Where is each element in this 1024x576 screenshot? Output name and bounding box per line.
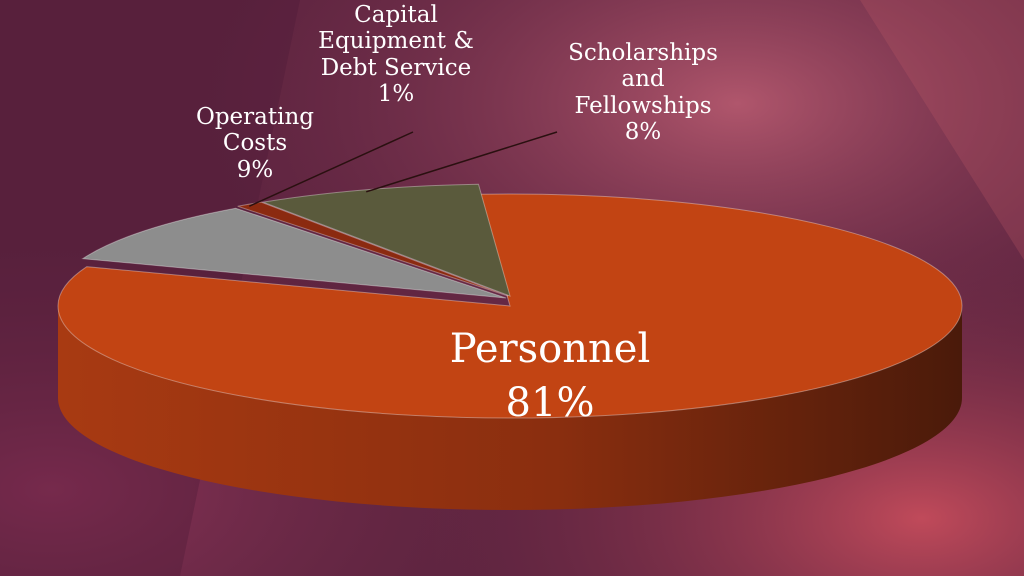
slice-name-capital-line1: Capital — [354, 2, 438, 28]
slice-percent-capital: 1% — [377, 81, 415, 108]
slice-personnel — [57, 193, 963, 419]
slice-label-personnel: Personnel 81% — [405, 322, 695, 430]
leader-line-capital-equipment — [249, 131, 414, 207]
slice-percent-scholarships: 8% — [624, 119, 662, 146]
slice-capital-equipment — [237, 201, 509, 297]
slice-label-capital-equipment: Capital Equipment & Debt Service 1% — [296, 2, 496, 108]
slice-name-scholarships-line3: Fellowships — [574, 92, 712, 119]
leader-line-scholarships — [366, 131, 558, 193]
slice-label-operating-costs: Operating Costs 9% — [170, 104, 340, 183]
slice-operating-costs — [81, 207, 507, 299]
slice-name-scholarships-line1: Scholarships — [568, 40, 718, 66]
slice-name-capital-line2: Equipment & — [318, 28, 474, 55]
slice-label-scholarships: Scholarships and Fellowships 8% — [543, 40, 743, 146]
slice-name-scholarships-line2: and — [621, 66, 665, 93]
slice-name-operating-line2: Costs — [222, 130, 288, 157]
slice-scholarships — [261, 183, 511, 297]
slice-percent-operating: 9% — [236, 156, 274, 183]
slice-name-operating-line1: Operating — [195, 104, 315, 130]
slice-name-personnel: Personnel — [449, 326, 651, 372]
slice-name-capital-line3: Debt Service — [320, 54, 472, 81]
slice-side-personnel — [58, 306, 962, 510]
slice-percent-personnel: 81% — [505, 380, 595, 426]
